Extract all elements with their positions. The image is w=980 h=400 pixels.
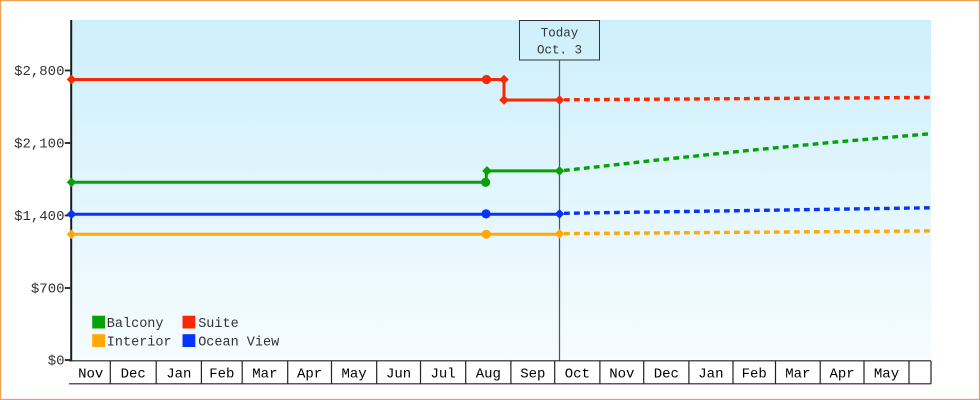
svg-text:Aug: Aug bbox=[476, 367, 501, 383]
svg-text:Mar: Mar bbox=[252, 367, 277, 383]
svg-text:Jun: Jun bbox=[386, 367, 411, 383]
svg-text:May: May bbox=[874, 367, 899, 383]
svg-text:$1,400: $1,400 bbox=[14, 209, 64, 225]
svg-text:Feb: Feb bbox=[742, 367, 767, 383]
svg-text:Oct: Oct bbox=[565, 367, 590, 383]
svg-text:Dec: Dec bbox=[121, 367, 146, 383]
svg-text:Sep: Sep bbox=[520, 367, 545, 383]
svg-text:Mar: Mar bbox=[785, 367, 810, 383]
svg-text:$2,800: $2,800 bbox=[14, 64, 64, 80]
svg-text:$2,100: $2,100 bbox=[14, 137, 64, 153]
svg-text:Jul: Jul bbox=[430, 367, 455, 383]
svg-text:Oct. 3: Oct. 3 bbox=[537, 44, 582, 58]
svg-text:Feb: Feb bbox=[209, 367, 234, 383]
svg-text:Suite: Suite bbox=[198, 317, 239, 332]
svg-text:$0: $0 bbox=[48, 354, 65, 370]
svg-text:Balcony: Balcony bbox=[107, 317, 164, 332]
svg-text:Today: Today bbox=[541, 27, 579, 41]
svg-text:Jan: Jan bbox=[166, 367, 191, 383]
svg-text:Dec: Dec bbox=[654, 367, 679, 383]
svg-text:May: May bbox=[341, 367, 366, 383]
svg-text:Interior: Interior bbox=[107, 335, 172, 350]
svg-text:Nov: Nov bbox=[609, 367, 634, 383]
svg-text:Jan: Jan bbox=[698, 367, 723, 383]
svg-text:Apr: Apr bbox=[829, 367, 854, 383]
svg-text:Apr: Apr bbox=[297, 367, 322, 383]
svg-text:Nov: Nov bbox=[78, 367, 103, 383]
svg-text:Ocean View: Ocean View bbox=[198, 335, 279, 350]
svg-text:$700: $700 bbox=[31, 282, 65, 298]
